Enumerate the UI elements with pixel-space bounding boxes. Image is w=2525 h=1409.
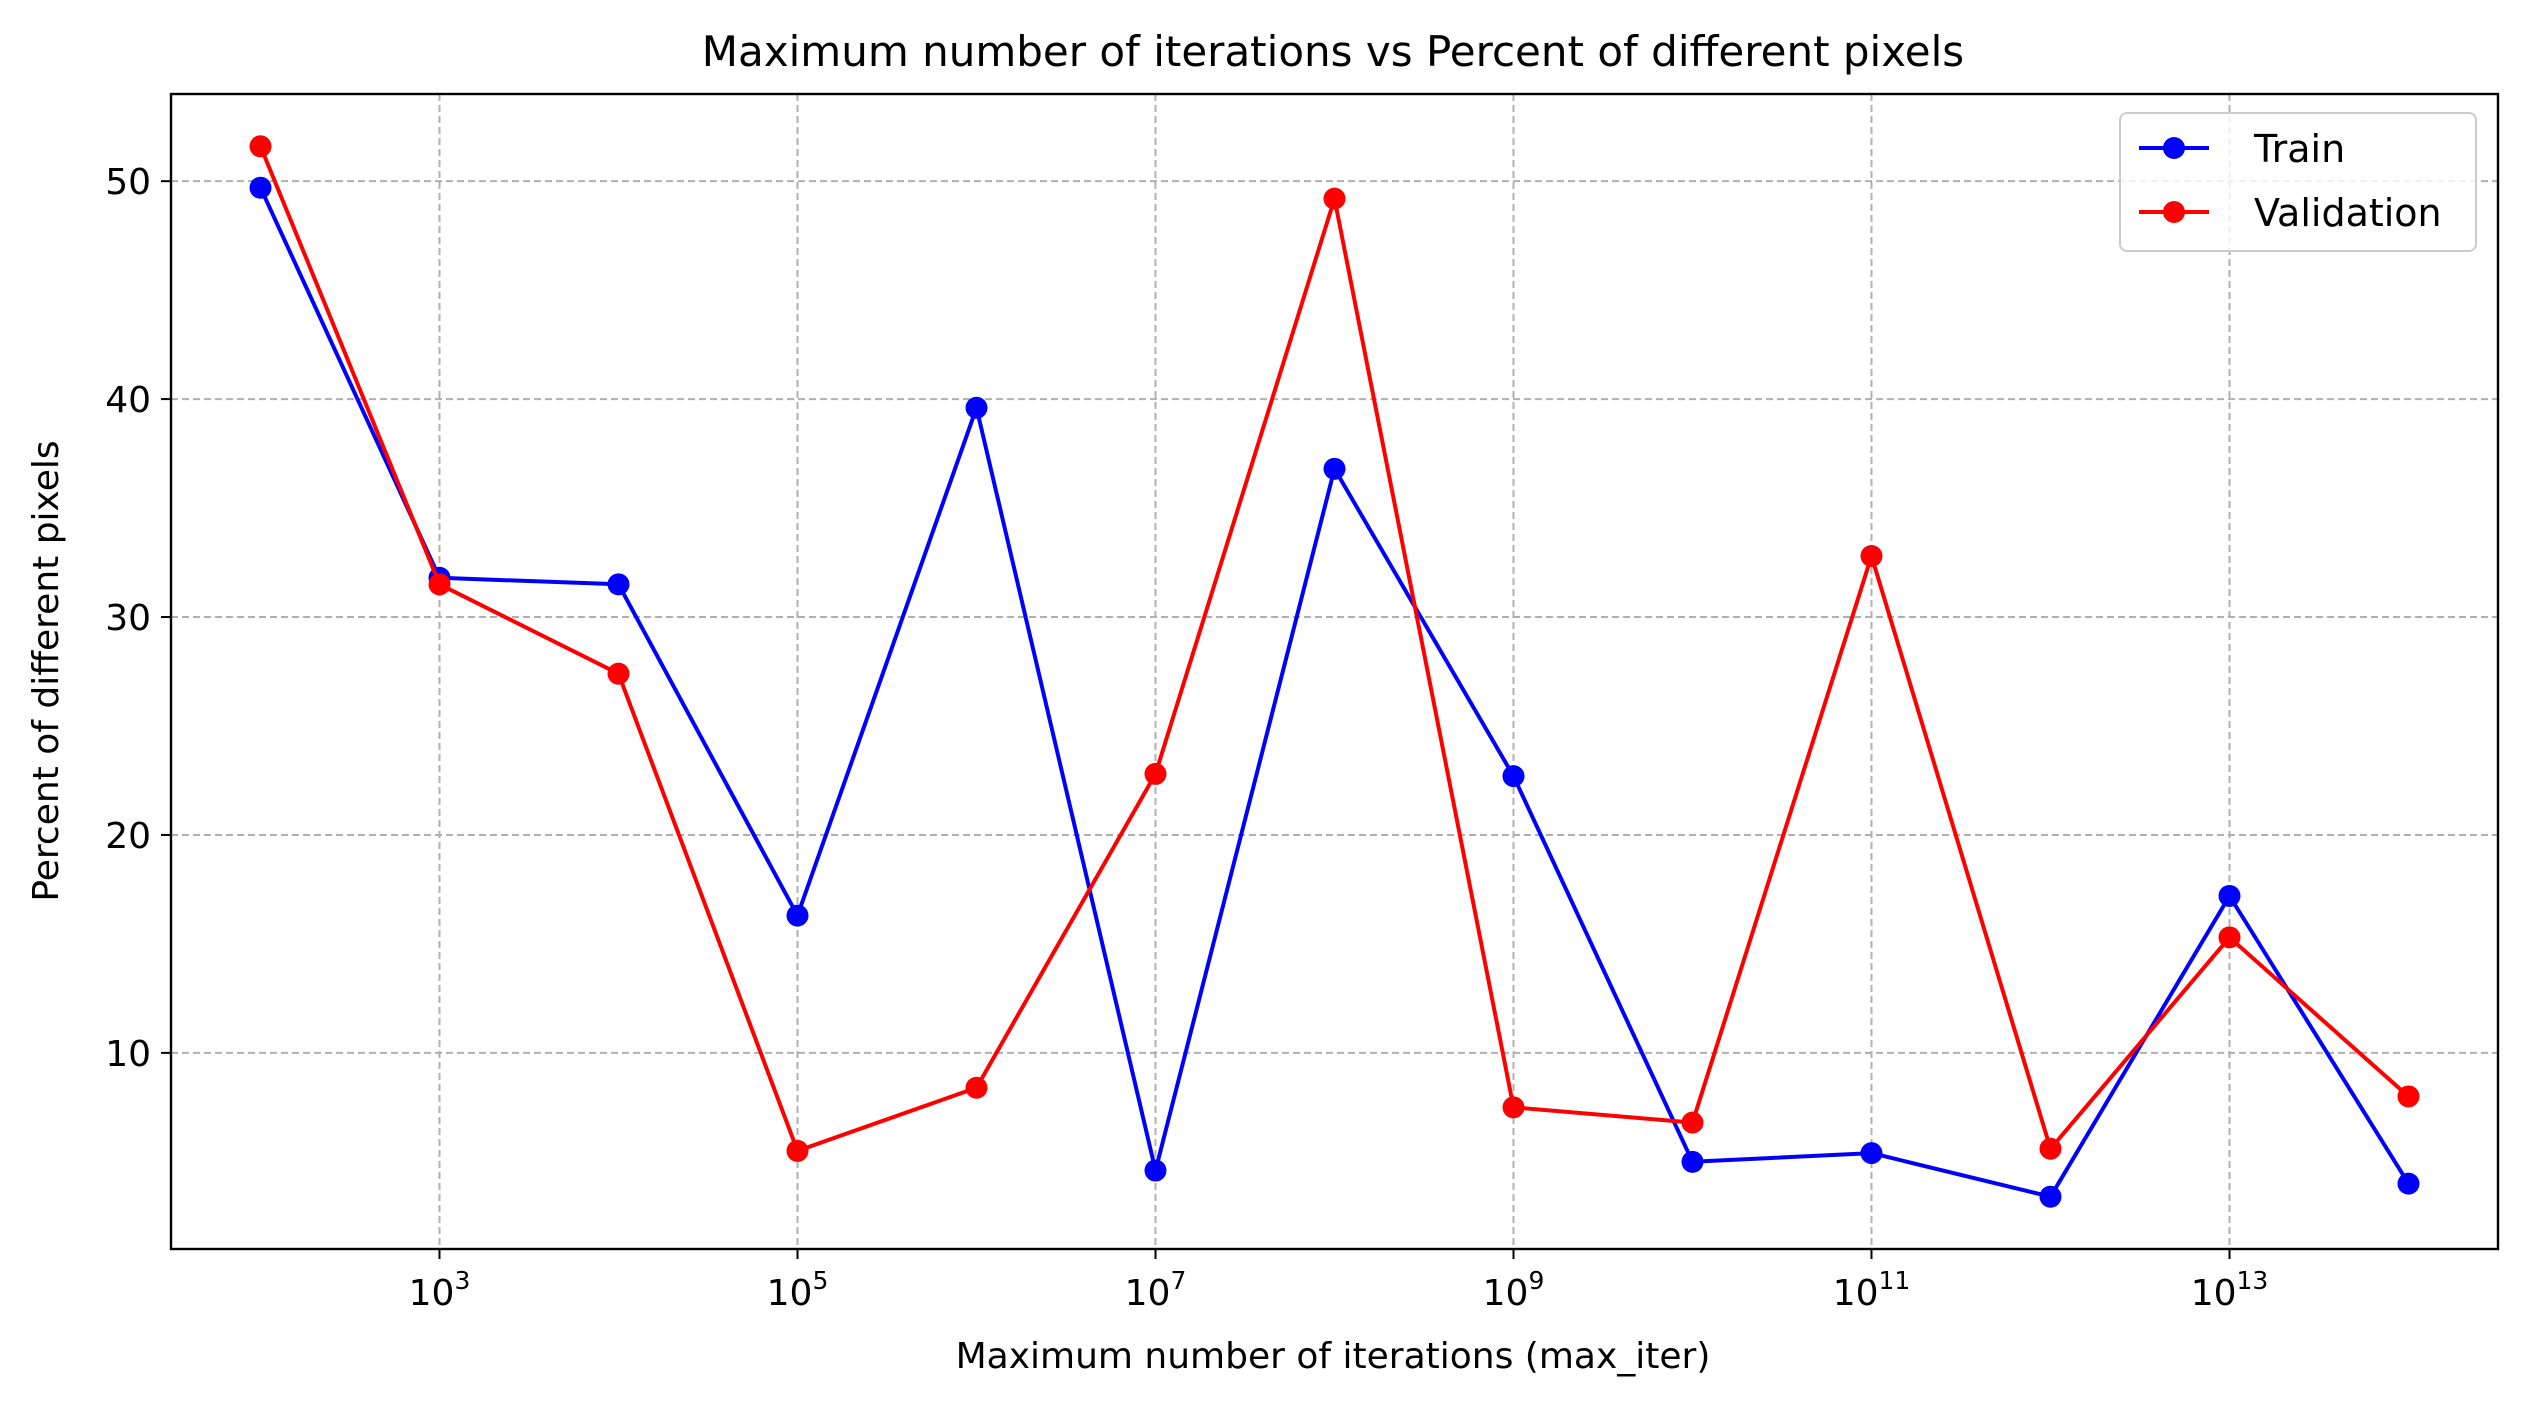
data-point-train (607, 573, 630, 596)
y-tick-label: 40 (105, 380, 151, 421)
y-tick-label: 50 (105, 162, 151, 203)
x-tick-label: 1013 (2191, 1266, 2269, 1314)
data-point-train (1502, 765, 1525, 788)
data-point-validation (249, 135, 272, 158)
y-tick-label: 30 (105, 598, 151, 639)
data-point-train (249, 176, 272, 199)
grid (171, 94, 2498, 1249)
x-tick-label: 105 (767, 1266, 829, 1314)
y-tick-label: 10 (105, 1034, 151, 1075)
x-tick-label: 1011 (1833, 1266, 1911, 1314)
data-point-validation (428, 573, 451, 596)
legend-marker-train (2163, 137, 2185, 159)
data-point-train (965, 396, 988, 419)
data-point-train (1860, 1142, 1883, 1165)
data-point-validation (1860, 545, 1883, 567)
data-point-train (2397, 1172, 2420, 1195)
data-point-train (1323, 457, 1346, 480)
data-point-train (786, 904, 809, 927)
y-tick-label: 20 (105, 816, 151, 857)
legend-label-train: Train (2253, 127, 2345, 171)
data-point-validation (607, 662, 630, 685)
x-tick-label: 107 (1125, 1266, 1187, 1314)
legend-marker-validation (2163, 201, 2185, 223)
series-train (249, 176, 2420, 1208)
data-point-train (1144, 1159, 1167, 1182)
data-point-validation (2218, 926, 2241, 949)
data-point-validation (1681, 1111, 1704, 1134)
axis-ticks: 103 105 107 109 1011 1013 10 20 30 40 50 (105, 162, 2268, 1314)
data-point-train (2218, 884, 2241, 907)
plot-area-frame (169, 92, 2500, 1251)
legend: Train Validation (2119, 112, 2477, 252)
legend-label-validation: Validation (2254, 191, 2442, 235)
x-tick-label: 109 (1483, 1266, 1545, 1314)
data-point-validation (1144, 762, 1167, 785)
data-point-validation (1323, 187, 1346, 210)
y-axis-label: Percent of different pixels (26, 440, 67, 901)
data-point-validation (1502, 1096, 1525, 1119)
data-point-validation (2397, 1085, 2420, 1108)
x-tick-label: 103 (409, 1266, 471, 1314)
data-point-train (2039, 1185, 2062, 1208)
data-point-validation (965, 1076, 988, 1099)
series-validation (249, 135, 2420, 1162)
chart-title: Maximum number of iterations vs Percent … (702, 27, 1964, 76)
data-point-validation (786, 1139, 809, 1162)
plot-series (249, 135, 2420, 1208)
data-point-train (1681, 1150, 1704, 1173)
data-point-validation (2039, 1137, 2062, 1160)
x-axis-label: Maximum number of iterations (max_iter) (956, 1336, 1711, 1377)
